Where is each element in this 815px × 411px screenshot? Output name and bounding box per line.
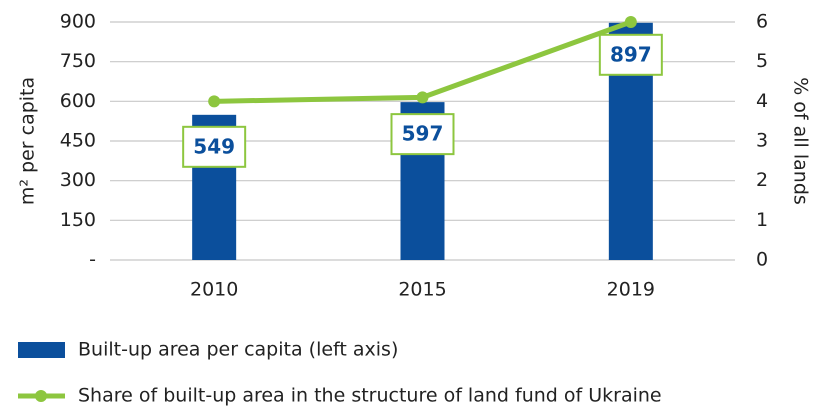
- value-label-box: [182, 125, 247, 168]
- line-marker: [416, 91, 429, 104]
- y-tick-label: -: [89, 249, 96, 271]
- y-tick-label: 450: [60, 130, 96, 152]
- y-tick-label: 900: [60, 11, 96, 33]
- legend-label: Built-up area per capita (left axis): [78, 339, 398, 361]
- y-tick-label: 750: [60, 50, 96, 72]
- value-label-box: [390, 113, 455, 156]
- value-label-box: [598, 33, 663, 76]
- x-tick-label: 2015: [398, 279, 446, 301]
- line-marker: [208, 95, 221, 108]
- y2-tick-label: 3: [756, 130, 768, 152]
- y2-tick-label: 2: [756, 169, 768, 191]
- value-label: 897: [610, 42, 652, 66]
- x-tick-label: 2019: [607, 279, 655, 301]
- legend-swatch: [18, 342, 65, 358]
- y-axis-label: m² per capita: [17, 77, 39, 205]
- y2-axis-label: % of all lands: [790, 77, 812, 205]
- x-tick-label: 2010: [190, 279, 238, 301]
- value-label: 597: [402, 122, 444, 146]
- y2-tick-label: 6: [756, 11, 768, 33]
- legend-label: Share of built-up area in the structure …: [78, 385, 662, 407]
- y-tick-label: 600: [60, 90, 96, 112]
- y-tick-label: 300: [60, 169, 96, 191]
- y-tick-label: 150: [60, 209, 96, 231]
- y2-tick-label: 1: [756, 209, 768, 231]
- line-marker: [624, 16, 637, 28]
- y2-tick-label: 0: [756, 249, 768, 271]
- value-label: 549: [193, 134, 235, 158]
- legend-marker: [35, 390, 47, 402]
- y2-tick-label: 5: [756, 50, 768, 72]
- y2-tick-label: 4: [756, 90, 768, 112]
